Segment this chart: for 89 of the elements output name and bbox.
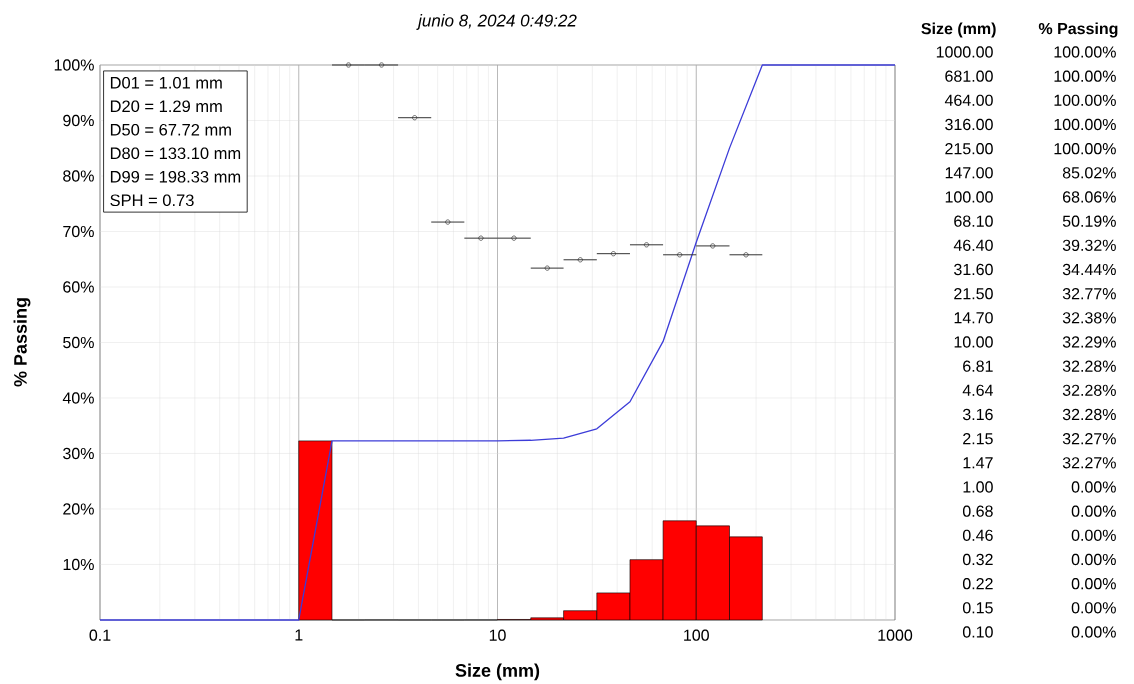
y-tick-label: 60% — [63, 281, 94, 293]
text: 85.02% — [1062, 167, 1116, 179]
text: 32.38% — [1062, 312, 1116, 324]
text: 32.77% — [1062, 288, 1116, 300]
category-label: 0.10 — [962, 626, 993, 638]
x-tick-label: 0.1 — [89, 629, 111, 641]
x-tick-label: 100 — [684, 629, 709, 641]
annotation: D01 = 1.01 mm — [110, 76, 222, 89]
text: % Passing — [1038, 22, 1118, 38]
category-label: 3.16 — [962, 408, 993, 421]
category-label: 68.10 — [954, 215, 993, 227]
y-axis-title: % Passing — [13, 298, 31, 387]
point — [445, 219, 451, 225]
point — [710, 243, 716, 249]
text: 100.00% — [1054, 118, 1116, 131]
category-label: 0.68 — [962, 505, 993, 517]
y-tick-label: 30% — [63, 447, 94, 460]
category-label: 147.00 — [945, 167, 993, 179]
y-tick-label: 90% — [63, 114, 94, 127]
category-label: 1.00 — [963, 481, 993, 493]
x-tick-label: 10 — [489, 629, 506, 641]
category-label: 2.15 — [963, 433, 993, 445]
y-tick-label: 40% — [62, 392, 94, 404]
category-label: 1.47 — [963, 457, 993, 469]
category-label: 0.32 — [962, 553, 993, 566]
chart-title: junio 8, 2024 0:49:22 — [416, 14, 577, 30]
category-label: 6.81 — [963, 360, 993, 372]
text: 100.00% — [1054, 94, 1116, 106]
text: 32.28% — [1062, 360, 1116, 372]
point — [643, 242, 650, 248]
category-label: 0.46 — [962, 529, 993, 541]
text: 50.19% — [1062, 215, 1116, 227]
y-tick-label: 100% — [54, 59, 94, 71]
category-label: 0.15 — [962, 602, 993, 614]
text: 0.00% — [1071, 481, 1116, 493]
point — [379, 62, 385, 68]
annotation: SPH = 0.73 — [110, 194, 194, 207]
category-label: 215.00 — [945, 143, 993, 155]
text: 0.00% — [1071, 602, 1116, 614]
y-tick-label: 80% — [63, 170, 94, 182]
category-label: 14.70 — [954, 312, 993, 324]
text: 39.32% — [1062, 239, 1116, 251]
point — [511, 235, 517, 241]
category-label: 21.50 — [954, 288, 993, 300]
y-tick-label: 50% — [63, 336, 94, 349]
text: 0.00% — [1071, 505, 1116, 517]
text: Size (mm) — [921, 22, 996, 38]
category-label: 100.00 — [945, 191, 993, 203]
x-tick-label: 1 — [295, 629, 303, 641]
text: 0.00% — [1071, 529, 1116, 541]
category-label: 1000.00 — [936, 46, 993, 58]
annotation: D50 = 67.72 mm — [110, 123, 231, 136]
category-label: 46.40 — [953, 239, 993, 251]
category-label: 4.64 — [962, 384, 993, 396]
text: 100.00% — [1054, 70, 1116, 82]
annotation: D20 = 1.29 mm — [110, 100, 222, 113]
point — [677, 252, 683, 258]
text: 34.44% — [1062, 263, 1116, 276]
category-label: 464.00 — [944, 94, 993, 106]
text: 0.00% — [1071, 553, 1116, 566]
text: 32.27% — [1062, 433, 1116, 445]
category-label: 0.22 — [962, 578, 993, 590]
text: 68.06% — [1063, 191, 1116, 203]
point — [478, 235, 484, 241]
point — [743, 252, 749, 258]
text: 32.27% — [1062, 457, 1116, 469]
point — [412, 115, 418, 121]
point — [544, 265, 550, 271]
category-label: 10.00 — [954, 336, 993, 348]
y-tick-label: 70% — [63, 225, 94, 238]
text: 0.00% — [1071, 578, 1116, 590]
annotation: D99 = 198.33 mm — [110, 170, 241, 183]
y-tick-label: 10% — [63, 558, 94, 571]
category-label: 31.60 — [954, 263, 993, 276]
category-label: 316.00 — [945, 118, 993, 131]
x-tick-label: 1000 — [878, 629, 913, 641]
text: 100.00% — [1054, 143, 1116, 155]
point — [577, 257, 583, 263]
text: 0.00% — [1071, 626, 1116, 638]
y-tick-label: 20% — [63, 503, 94, 515]
text: 32.28% — [1062, 384, 1116, 396]
text: 32.29% — [1062, 336, 1116, 348]
point — [345, 62, 352, 68]
text: 32.28% — [1062, 408, 1116, 421]
x-axis-title: Size (mm) — [455, 663, 540, 681]
annotation: D80 = 133.10 mm — [110, 147, 241, 160]
text: 100.00% — [1054, 46, 1116, 58]
category-label: 681.00 — [945, 70, 993, 82]
point — [610, 251, 616, 257]
